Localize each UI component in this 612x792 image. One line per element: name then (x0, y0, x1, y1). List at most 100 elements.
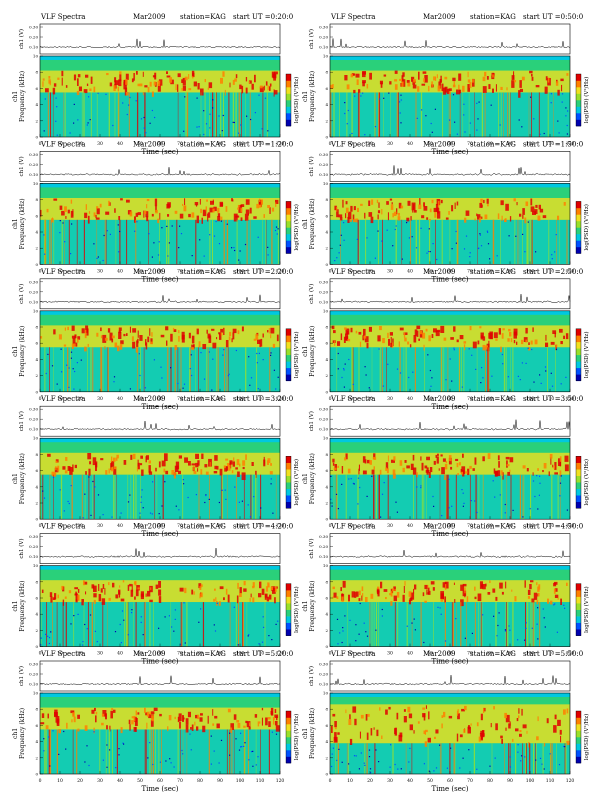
emission-patch (249, 207, 252, 214)
noise-speck (363, 622, 365, 624)
emission-patch (478, 736, 481, 742)
emission-patch (511, 75, 515, 81)
emission-patch (123, 81, 127, 90)
noise-speck (408, 237, 410, 239)
emission-patch (522, 208, 525, 215)
noise-speck (140, 621, 142, 623)
emission-patch (178, 335, 180, 342)
emission-patch (232, 332, 235, 340)
emission-patch (440, 325, 445, 333)
noise-speck (439, 744, 441, 746)
noise-speck (334, 260, 336, 262)
time-tick-label: 50 (427, 778, 433, 784)
emission-patch (266, 596, 270, 602)
emission-patch (134, 216, 136, 223)
panel-header-title: VLF Spectra (330, 13, 375, 21)
emission-patch (188, 332, 191, 339)
emission-patch (444, 596, 446, 603)
emission-patch (267, 717, 271, 720)
emission-patch (400, 205, 404, 209)
noise-speck (221, 130, 223, 132)
time-tick-label: 50 (427, 396, 433, 402)
emission-patch (107, 328, 111, 333)
panel-header-date: Mar2009 (133, 395, 166, 403)
amplitude-tick-label: 0.10 (29, 554, 38, 559)
noise-speck (493, 615, 495, 617)
colorbar-segment (286, 583, 291, 591)
noise-speck (431, 377, 433, 379)
emission-patch (225, 458, 229, 461)
emission-patch (197, 714, 200, 720)
noise-speck (96, 257, 98, 259)
emission-patch (413, 335, 417, 343)
noise-speck (401, 258, 403, 260)
noise-speck (65, 748, 67, 750)
emission-patch (191, 335, 195, 344)
amplitude-trace-line (329, 165, 571, 176)
emission-patch (403, 332, 408, 335)
emission-patch (354, 591, 357, 598)
emission-patch (437, 207, 440, 214)
noise-speck (469, 122, 471, 124)
noise-speck (248, 759, 250, 761)
freq-tick-label: 4 (35, 357, 38, 362)
panel-header-date: Mar2009 (423, 650, 456, 658)
noise-speck (360, 752, 362, 754)
noise-speck (74, 370, 76, 373)
noise-speck (440, 613, 442, 615)
emission-patch (440, 75, 442, 83)
emission-patch (89, 88, 92, 91)
noise-speck (149, 512, 152, 514)
emission-patch (226, 466, 229, 471)
noise-speck (400, 768, 402, 770)
emission-patch (423, 730, 426, 734)
time-tick-label: 100 (236, 268, 245, 274)
emission-patch (85, 591, 87, 595)
noise-speck (336, 257, 338, 259)
emission-patch (199, 586, 202, 590)
emission-patch (526, 468, 529, 472)
emission-patch (142, 71, 144, 77)
noise-speck (257, 756, 259, 758)
emission-band (330, 704, 570, 744)
colorbar-segment (576, 756, 581, 764)
noise-speck (151, 109, 153, 112)
time-tick-label: 20 (77, 141, 83, 147)
freq-tick-label: 6 (325, 341, 328, 346)
colorbar-segment (286, 743, 291, 751)
emission-patch (380, 581, 383, 589)
time-tick-label: 80 (487, 778, 493, 784)
colorbar-segment (286, 756, 291, 764)
time-tick-label: 60 (447, 778, 453, 784)
emission-patch (534, 339, 538, 345)
emission-patch (470, 723, 472, 726)
time-tick-label: 110 (256, 141, 265, 147)
noise-speck (238, 259, 240, 261)
emission-patch (369, 460, 372, 465)
noise-speck (336, 759, 338, 761)
emission-patch (272, 717, 275, 720)
emission-patch (145, 339, 147, 346)
noise-speck (452, 94, 455, 96)
noise-speck (399, 112, 401, 114)
freq-tick-label: 0 (325, 644, 328, 649)
noise-speck (140, 496, 142, 498)
noise-speck (87, 122, 89, 124)
noise-speck (275, 623, 277, 625)
noise-speck (273, 369, 275, 371)
noise-speck (349, 619, 351, 621)
noise-speck (525, 362, 527, 364)
amplitude-trace-frame (39, 660, 281, 692)
emission-patch (350, 327, 353, 333)
colorbar-segment (286, 462, 291, 470)
emission-patch (123, 333, 126, 337)
emission-patch (377, 586, 380, 590)
emission-patch (136, 340, 139, 347)
emission-patch (436, 74, 438, 79)
emission-patch (427, 737, 431, 743)
noise-speck (44, 253, 46, 255)
noise-speck (128, 104, 130, 106)
emission-patch (445, 584, 447, 590)
emission-patch (334, 464, 337, 471)
emission-patch (396, 712, 399, 720)
